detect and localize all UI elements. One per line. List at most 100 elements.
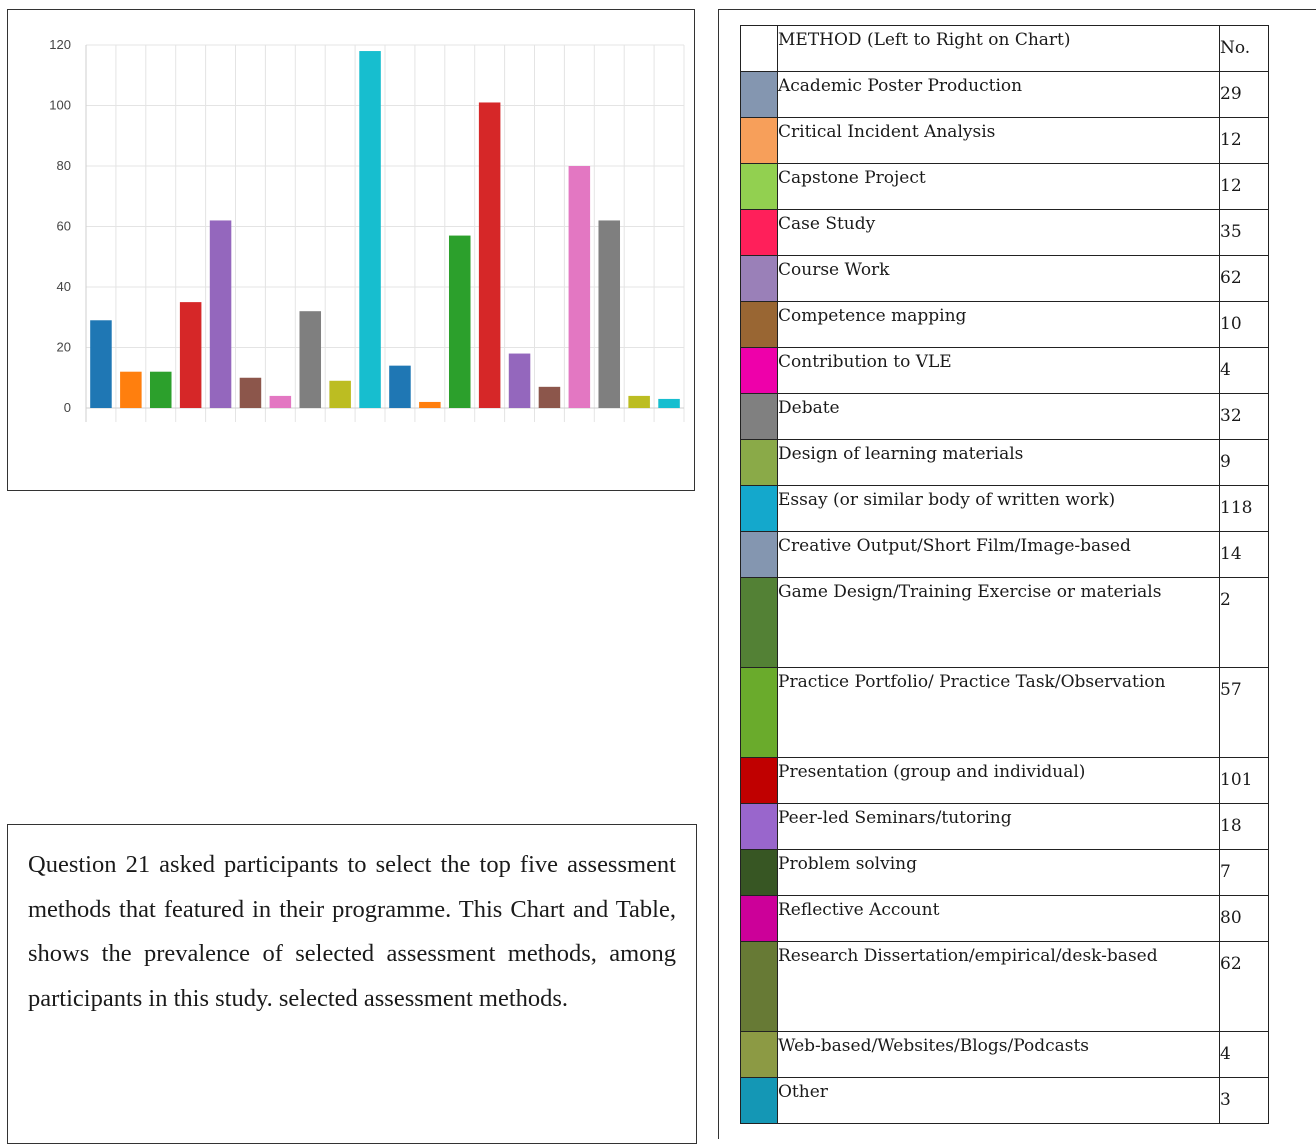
method-label: Essay (or similar body of written work) bbox=[778, 490, 1116, 510]
count-cell: 29 bbox=[1219, 71, 1269, 118]
bar bbox=[538, 386, 561, 408]
table-row: Debate 32 bbox=[740, 393, 1269, 440]
color-swatch bbox=[740, 301, 778, 348]
bar bbox=[359, 51, 381, 409]
method-label: Other bbox=[778, 1082, 828, 1102]
count-cell: 7 bbox=[1219, 849, 1269, 896]
color-swatch bbox=[740, 347, 778, 394]
bar bbox=[269, 395, 292, 408]
color-swatch bbox=[740, 71, 778, 118]
method-cell: Practice Portfolio/ Practice Task/Observ… bbox=[777, 667, 1220, 758]
count-cell: 4 bbox=[1219, 1031, 1269, 1078]
y-tick-label: 100 bbox=[49, 98, 71, 113]
method-label: Academic Poster Production bbox=[778, 76, 1023, 96]
bar bbox=[598, 220, 621, 408]
caption-text: Question 21 asked participants to select… bbox=[28, 851, 676, 1012]
bar bbox=[478, 102, 501, 408]
y-tick-label: 80 bbox=[57, 158, 71, 173]
table-row: Peer-led Seminars/tutoring 18 bbox=[740, 803, 1269, 850]
method-label: Course Work bbox=[778, 260, 890, 280]
table-row: Research Dissertation/empirical/desk-bas… bbox=[740, 941, 1269, 1032]
table-header-row: METHOD (Left to Right on Chart) No. bbox=[740, 25, 1269, 72]
table-row: Critical Incident Analysis 12 bbox=[740, 117, 1269, 164]
table-row: Reflective Account 80 bbox=[740, 895, 1269, 942]
bar bbox=[568, 166, 591, 408]
count-cell: 3 bbox=[1219, 1077, 1269, 1124]
method-cell: Critical Incident Analysis bbox=[777, 117, 1220, 164]
bar bbox=[90, 320, 112, 408]
y-tick-label: 0 bbox=[64, 400, 71, 415]
table-row: Capstone Project 12 bbox=[740, 163, 1269, 210]
method-cell: Design of learning materials bbox=[777, 439, 1220, 486]
header-method: METHOD (Left to Right on Chart) bbox=[777, 25, 1220, 72]
method-label: Debate bbox=[778, 398, 840, 418]
bar bbox=[120, 371, 142, 408]
method-cell: Debate bbox=[777, 393, 1220, 440]
methods-table-panel: METHOD (Left to Right on Chart) No. Acad… bbox=[718, 9, 1316, 1139]
bar bbox=[419, 401, 441, 408]
color-swatch bbox=[740, 393, 778, 440]
header-count: No. bbox=[1219, 25, 1269, 72]
method-cell: Presentation (group and individual) bbox=[777, 757, 1220, 804]
count-cell: 4 bbox=[1219, 347, 1269, 394]
bar bbox=[448, 235, 471, 408]
count-cell: 80 bbox=[1219, 895, 1269, 942]
y-tick-label: 20 bbox=[57, 340, 71, 355]
count-cell: 57 bbox=[1219, 667, 1269, 758]
method-label: Reflective Account bbox=[778, 900, 940, 920]
caption-box: Question 21 asked participants to select… bbox=[7, 824, 697, 1144]
color-swatch bbox=[740, 941, 778, 1032]
method-label: Critical Incident Analysis bbox=[778, 122, 996, 142]
method-label: Capstone Project bbox=[778, 168, 926, 188]
count-cell: 9 bbox=[1219, 439, 1269, 486]
table-row: Presentation (group and individual) 101 bbox=[740, 757, 1269, 804]
table-row: Design of learning materials 9 bbox=[740, 439, 1269, 486]
color-swatch bbox=[740, 117, 778, 164]
table-row: Problem solving 7 bbox=[740, 849, 1269, 896]
bar bbox=[389, 365, 411, 408]
count-cell: 2 bbox=[1219, 577, 1269, 668]
count-cell: 14 bbox=[1219, 531, 1269, 578]
count-cell: 10 bbox=[1219, 301, 1269, 348]
color-swatch bbox=[740, 163, 778, 210]
bar-chart: 0 20 40 60 80 100 120 bbox=[7, 9, 695, 491]
table-row: Game Design/Training Exercise or materia… bbox=[740, 577, 1269, 668]
method-cell: Academic Poster Production bbox=[777, 71, 1220, 118]
method-cell: Game Design/Training Exercise or materia… bbox=[777, 577, 1220, 668]
method-label: Problem solving bbox=[778, 854, 917, 874]
method-label: Peer-led Seminars/tutoring bbox=[778, 808, 1012, 828]
method-cell: Creative Output/Short Film/Image-based bbox=[777, 531, 1220, 578]
color-swatch bbox=[740, 757, 778, 804]
y-tick-label: 60 bbox=[57, 219, 71, 234]
bar bbox=[179, 302, 202, 408]
table-row: Academic Poster Production 29 bbox=[740, 71, 1269, 118]
bar bbox=[628, 395, 650, 408]
color-swatch bbox=[740, 255, 778, 302]
count-cell: 101 bbox=[1219, 757, 1269, 804]
bar bbox=[508, 353, 531, 408]
method-cell: Capstone Project bbox=[777, 163, 1220, 210]
table-row: Web-based/Websites/Blogs/Podcasts 4 bbox=[740, 1031, 1269, 1078]
table-row: Other 3 bbox=[740, 1077, 1269, 1124]
bar bbox=[149, 371, 172, 408]
y-tick-label: 120 bbox=[49, 37, 71, 52]
method-label: Practice Portfolio/ Practice Task/Observ… bbox=[778, 672, 1166, 692]
table-row: Competence mapping 10 bbox=[740, 301, 1269, 348]
method-cell: Other bbox=[777, 1077, 1220, 1124]
methods-table: METHOD (Left to Right on Chart) No. Acad… bbox=[740, 25, 1269, 1124]
method-label: Creative Output/Short Film/Image-based bbox=[778, 536, 1131, 556]
bar bbox=[299, 311, 322, 408]
methods-table-body: METHOD (Left to Right on Chart) No. Acad… bbox=[740, 25, 1269, 1124]
table-row: Practice Portfolio/ Practice Task/Observ… bbox=[740, 667, 1269, 758]
color-swatch bbox=[740, 209, 778, 256]
bar bbox=[329, 380, 351, 408]
method-label: Research Dissertation/empirical/desk-bas… bbox=[778, 946, 1158, 966]
bar bbox=[658, 398, 680, 408]
color-swatch bbox=[740, 531, 778, 578]
method-cell: Contribution to VLE bbox=[777, 347, 1220, 394]
count-cell: 32 bbox=[1219, 393, 1269, 440]
y-tick-label: 40 bbox=[57, 279, 71, 294]
color-swatch bbox=[740, 667, 778, 758]
color-swatch bbox=[740, 1031, 778, 1078]
count-cell: 18 bbox=[1219, 803, 1269, 850]
